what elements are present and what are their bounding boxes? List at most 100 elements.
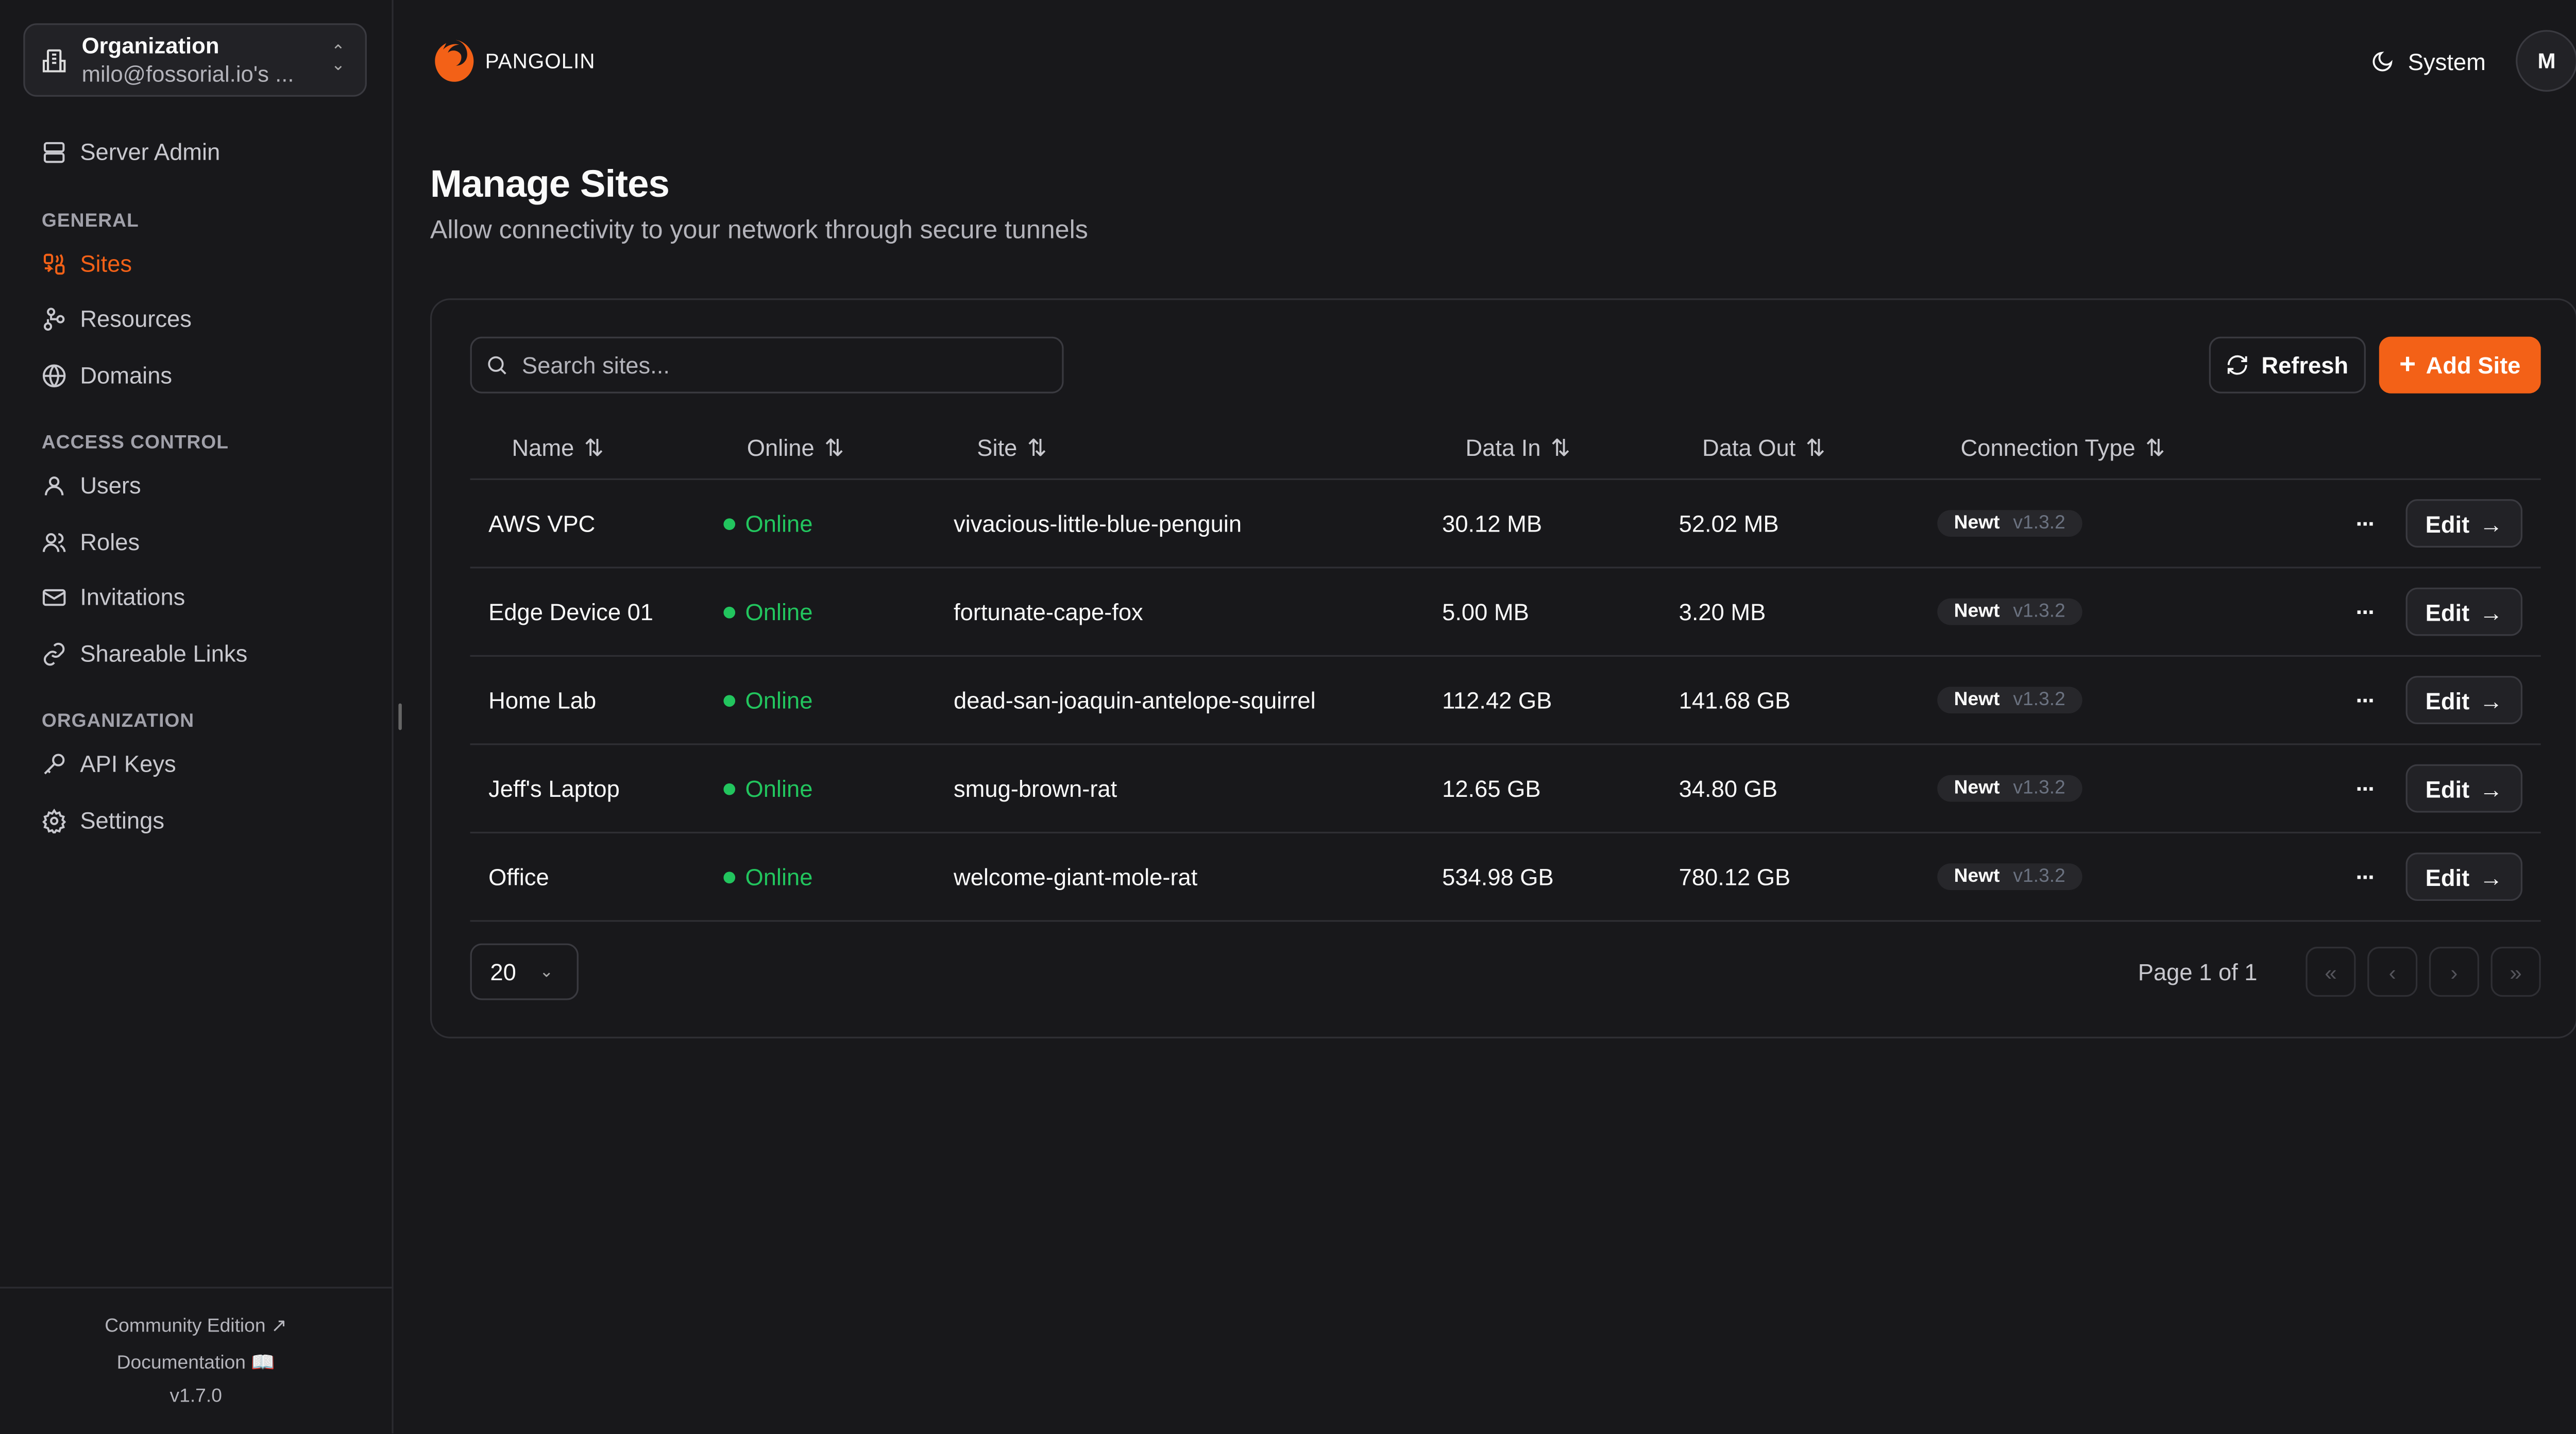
connection-type-badge: Newt v1.3.2 bbox=[1937, 510, 2082, 537]
mail-icon bbox=[42, 588, 66, 605]
sidebar-item-shareable-links[interactable]: Shareable Links bbox=[42, 640, 247, 667]
connection-type: Newt bbox=[1954, 602, 2000, 622]
next-page-button[interactable]: › bbox=[2429, 947, 2479, 997]
column-data-in[interactable]: Data In ⇅ bbox=[1465, 433, 1570, 462]
edit-button[interactable]: Edit → bbox=[2405, 499, 2523, 548]
external-link-icon: ↗ bbox=[270, 1317, 287, 1337]
sites-icon bbox=[43, 253, 65, 274]
edit-button[interactable]: Edit → bbox=[2405, 676, 2523, 725]
table-row: Edge Device 01 Online fortunate-cape-fox… bbox=[470, 568, 2541, 657]
sidebar-item-settings[interactable]: Settings bbox=[42, 807, 164, 833]
data-in: 5.00 MB bbox=[1442, 598, 1529, 625]
sidebar-item-domains[interactable]: Domains bbox=[42, 362, 172, 388]
status: Online bbox=[723, 599, 812, 625]
version: v1.7.0 bbox=[170, 1387, 222, 1407]
sidebar-item-users[interactable]: Users bbox=[42, 472, 141, 499]
page-size-select[interactable]: 20 ⌄ bbox=[470, 943, 579, 1000]
edit-button[interactable]: Edit → bbox=[2405, 587, 2523, 636]
sidebar-footer: Community Edition ↗ Documentation 📖 v1.7… bbox=[0, 1287, 392, 1433]
page-info: Page 1 of 1 bbox=[2138, 958, 2258, 985]
sidebar-item-invitations[interactable]: Invitations bbox=[42, 584, 185, 610]
pangolin-logo-icon bbox=[435, 40, 474, 82]
last-page-button[interactable]: » bbox=[2490, 947, 2541, 997]
data-out: 141.68 GB bbox=[1679, 687, 1791, 714]
column-site[interactable]: Site ⇅ bbox=[977, 433, 1046, 462]
status: Online bbox=[723, 687, 812, 713]
connection-type: Newt bbox=[1954, 866, 2000, 887]
connection-type-badge: Newt v1.3.2 bbox=[1937, 687, 2082, 714]
building-icon bbox=[42, 48, 66, 72]
edit-label: Edit bbox=[2425, 687, 2470, 714]
site-name: Edge Device 01 bbox=[488, 598, 654, 625]
prev-page-button[interactable]: ‹ bbox=[2367, 947, 2418, 997]
column-name[interactable]: Name ⇅ bbox=[512, 433, 603, 462]
sidebar-item-label: API Keys bbox=[80, 750, 176, 777]
site-identifier: fortunate-cape-fox bbox=[953, 598, 1143, 625]
column-connection-type[interactable]: Connection Type ⇅ bbox=[1961, 433, 2165, 462]
page-size-value: 20 bbox=[490, 958, 516, 985]
column-label: Online bbox=[747, 434, 815, 461]
page-title: Manage Sites bbox=[430, 161, 670, 206]
status-label: Online bbox=[745, 687, 813, 714]
edit-button[interactable]: Edit → bbox=[2405, 852, 2523, 901]
add-site-button[interactable]: + Add Site bbox=[2379, 336, 2541, 394]
sidebar-item-sites[interactable]: Sites bbox=[42, 250, 132, 277]
table-header: Name ⇅ Online ⇅ Site ⇅ Data In ⇅ Data Out ⇅ C… bbox=[470, 417, 2541, 480]
more-actions-icon[interactable]: ··· bbox=[2355, 687, 2376, 714]
connection-version: v1.3.2 bbox=[2013, 866, 2065, 887]
site-name: Jeff's Laptop bbox=[488, 775, 620, 802]
data-out: 52.02 MB bbox=[1679, 510, 1779, 537]
site-name: AWS VPC bbox=[488, 510, 596, 537]
docs-label: Documentation bbox=[116, 1353, 246, 1374]
table-row: Office Online welcome-giant-mole-rat 534… bbox=[470, 833, 2541, 922]
sort-icon: ⇅ bbox=[1805, 433, 1825, 460]
connection-type: Newt bbox=[1954, 513, 2000, 534]
sort-icon: ⇅ bbox=[584, 433, 604, 460]
column-label: Name bbox=[512, 434, 574, 461]
table-row: Home Lab Online dead-san-joaquin-antelop… bbox=[470, 657, 2541, 745]
more-actions-icon[interactable]: ··· bbox=[2355, 775, 2376, 802]
column-data-out[interactable]: Data Out ⇅ bbox=[1702, 433, 1825, 462]
table-row: AWS VPC Online vivacious-little-blue-pen… bbox=[470, 480, 2541, 569]
avatar[interactable]: M bbox=[2516, 30, 2576, 92]
arrow-right-icon: → bbox=[2479, 598, 2503, 625]
data-in: 112.42 GB bbox=[1442, 687, 1552, 714]
connection-type-badge: Newt v1.3.2 bbox=[1937, 775, 2082, 802]
community-edition-link[interactable]: Community Edition ↗ bbox=[0, 1313, 392, 1337]
theme-toggle[interactable]: System bbox=[2371, 47, 2486, 74]
gear-icon bbox=[42, 808, 66, 833]
first-page-button[interactable]: « bbox=[2306, 947, 2356, 997]
sidebar-item-label: Roles bbox=[80, 528, 140, 555]
refresh-button[interactable]: Refresh bbox=[2209, 336, 2366, 394]
org-switcher[interactable]: Organization milo@fossorial.io's ... ⌃ ⌄ bbox=[23, 23, 367, 97]
data-in: 30.12 MB bbox=[1442, 510, 1543, 537]
arrow-right-icon: → bbox=[2479, 687, 2503, 714]
sidebar-resize-handle[interactable] bbox=[398, 703, 402, 730]
edit-button[interactable]: Edit → bbox=[2405, 764, 2523, 813]
sidebar-item-label: Users bbox=[80, 471, 141, 499]
sidebar-item-roles[interactable]: Roles bbox=[42, 528, 140, 555]
site-identifier: smug-brown-rat bbox=[953, 775, 1117, 802]
search-input[interactable]: Search sites... bbox=[470, 336, 1064, 394]
org-name: milo@fossorial.io's ... bbox=[81, 61, 294, 87]
sidebar-item-server-admin[interactable]: Server Admin bbox=[42, 139, 220, 165]
connection-version: v1.3.2 bbox=[2013, 513, 2065, 534]
more-actions-icon[interactable]: ··· bbox=[2355, 510, 2376, 537]
documentation-link[interactable]: Documentation 📖 bbox=[0, 1350, 392, 1374]
arrow-right-icon: → bbox=[2479, 510, 2503, 537]
site-identifier: dead-san-joaquin-antelope-squirrel bbox=[953, 687, 1316, 714]
edit-label: Edit bbox=[2425, 863, 2470, 891]
sidebar-item-api-keys[interactable]: API Keys bbox=[42, 750, 176, 777]
community-label: Community Edition bbox=[105, 1317, 266, 1337]
brand-logo[interactable]: PANGOLIN bbox=[430, 37, 596, 85]
status: Online bbox=[723, 863, 812, 890]
more-actions-icon[interactable]: ··· bbox=[2355, 598, 2376, 625]
sort-icon: ⇅ bbox=[824, 433, 844, 460]
sidebar-item-label: Domains bbox=[80, 362, 173, 388]
sidebar-item-resources[interactable]: Resources bbox=[42, 305, 192, 332]
status-label: Online bbox=[745, 863, 813, 891]
more-actions-icon[interactable]: ··· bbox=[2355, 863, 2376, 891]
column-online[interactable]: Online ⇅ bbox=[747, 433, 844, 462]
sites-card: Search sites... Refresh + Add Site Name ⇅… bbox=[430, 298, 2576, 1039]
